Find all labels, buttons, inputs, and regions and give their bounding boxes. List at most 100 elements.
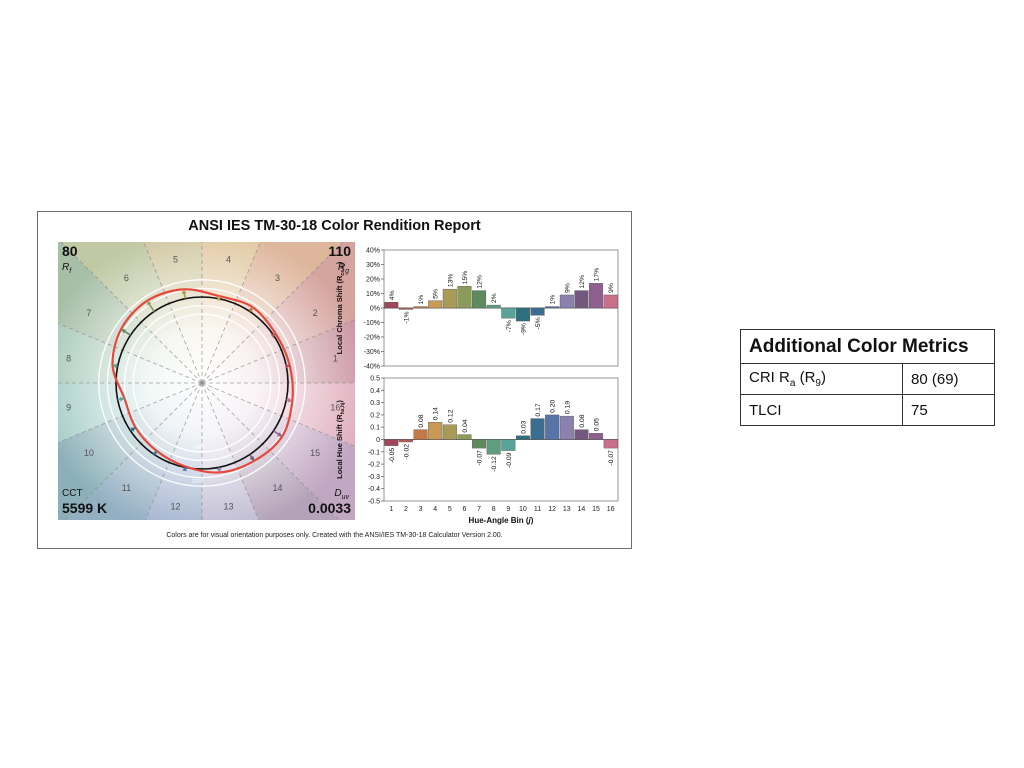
bin-number-label: 16 [330,403,340,413]
tm30-report: ANSI IES TM-30-18 Color Rendition Report… [37,211,632,549]
shift-arrowhead [216,467,222,473]
shift-arrowhead [270,333,276,339]
data-label: 0.14 [433,407,440,420]
x-tick-label: 16 [607,506,615,513]
rg-label: Rg [337,262,349,275]
y-tick-label: -0.2 [368,462,380,469]
tlci-value: 75 [902,394,995,426]
data-label: 13% [447,274,454,288]
y-tick-label: 0% [370,306,380,313]
y-tick-label: -10% [364,320,380,327]
report-title: ANSI IES TM-30-18 Color Rendition Report [188,218,481,234]
duv-value: 0.0033 [308,500,351,516]
y-axis-title: Local Chroma Shift (Rcs,hj) [335,261,346,354]
data-label: 9% [608,283,615,293]
bar [413,306,428,309]
shift-arrowhead [119,396,125,402]
reference-ring [123,304,281,462]
bar [574,429,589,440]
bar [398,439,413,443]
metrics-row-cri: CRI Ra (R9) 80 (69) [740,363,995,395]
shift-arrowhead [182,466,187,472]
data-label: -0.05 [389,447,396,463]
x-axis-title-text: Hue-Angle Bin ( [469,516,529,525]
x-tick-label: 7 [477,506,481,513]
rf-value: 80 [62,243,78,259]
bin-number-label: 15 [310,448,320,458]
x-tick-label: 12 [548,506,556,513]
rg-value: 110 [328,243,351,259]
data-label: -9% [520,323,527,335]
x-tick-label: 15 [592,506,600,513]
bar [428,422,443,440]
bar [603,439,618,449]
x-tick-label: 3 [419,506,423,513]
y-axis-title-end: ) [335,261,344,264]
bin-divider [143,242,203,384]
y-tick-label: 40% [366,248,380,255]
bin-number-label: 12 [170,502,180,512]
x-tick-label: 8 [492,506,496,513]
rf-label: Rf [62,262,72,275]
bar [472,290,487,309]
bin-number-label: 6 [124,273,129,283]
bar [413,429,428,440]
report-footnote: Colors are for visual orientation purpos… [166,532,503,539]
y-axis-title: Local Hue Shift (Rhs,hj) [335,400,346,479]
x-axis-title-end: ) [531,516,534,525]
additional-metrics-table: Additional Color Metrics CRI Ra (R9) 80 … [740,329,995,426]
bin-number-label: 2 [313,308,318,318]
bin-number-label: 14 [273,483,283,493]
data-label: 12% [477,275,484,289]
bin-divider [144,382,203,520]
data-label: -0.02 [403,444,410,460]
metrics-header-row: Additional Color Metrics [740,329,995,364]
ring-label: 20% [192,479,203,485]
shift-arrowhead [277,432,283,437]
data-label: 15% [462,271,469,285]
bin-divider [201,382,260,520]
shift-arrowhead [248,307,253,313]
bar [589,283,604,309]
data-label: 17% [594,268,601,282]
shift-arrowhead [147,300,152,306]
data-label: -0.09 [506,452,513,468]
bin-divider [201,242,261,384]
hue-shift-chart: -0.5 -0.4 -0.3 -0.2 -0.1 0 0.1 0.2 0.3 0.4 0.5 -0.0… [335,376,619,525]
bin-divider [201,319,355,384]
data-label: 5% [433,289,440,299]
bin-number-label: 9 [66,403,71,413]
x-tick-label: 4 [433,506,437,513]
data-label: -0.07 [608,450,615,466]
bin-divider [58,382,203,444]
shift-arrowhead [130,427,136,432]
y-tick-label: -40% [364,364,380,371]
data-label: -0.07 [477,450,484,466]
cct-value: 5599 K [62,500,108,516]
data-label: 0.05 [594,418,601,431]
bin-number-label: 1 [333,353,338,363]
bin-divider [201,382,355,447]
metrics-row-tlci: TLCI 75 [740,394,995,426]
bin-number-label: 13 [224,502,234,512]
bar [442,424,457,440]
bin-number-label: 4 [226,254,231,264]
data-label: 0.20 [550,399,557,412]
data-label: -1% [403,311,410,323]
data-label: -7% [506,320,513,332]
y-tick-label: 0 [376,437,380,444]
bin-number-label: 7 [86,308,91,318]
data-label: -5% [535,317,542,329]
bin-divider [58,322,203,384]
shift-arrowhead [112,363,118,369]
bar [515,435,530,440]
y-tick-label: -0.4 [368,486,380,493]
y-axis-title-end: ) [335,400,344,403]
bar [384,439,399,446]
bar [574,290,589,309]
x-tick-label: 6 [462,506,466,513]
shift-arrowhead [287,397,293,403]
y-tick-label: 0.3 [370,400,380,407]
bar [398,307,413,310]
